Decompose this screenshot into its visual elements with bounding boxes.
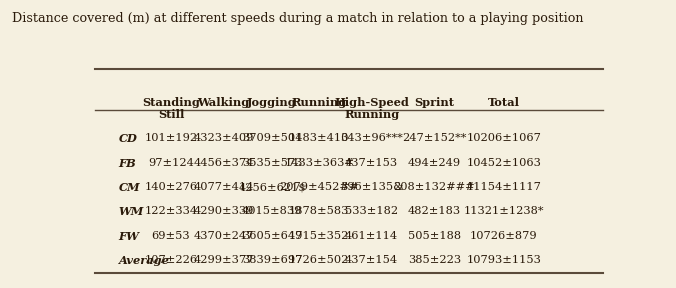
Text: 461±114: 461±114 <box>345 231 398 241</box>
Text: 3839±697: 3839±697 <box>242 255 302 265</box>
Text: 3605±649: 3605±649 <box>242 231 302 241</box>
Text: 11321±1238*: 11321±1238* <box>463 206 544 216</box>
Text: Total: Total <box>487 97 520 108</box>
Text: 4290±339: 4290±339 <box>193 206 254 216</box>
Text: Average: Average <box>118 255 170 266</box>
Text: 385±223: 385±223 <box>408 255 461 265</box>
Text: 10793±1153: 10793±1153 <box>466 255 541 265</box>
Text: FB: FB <box>118 158 137 169</box>
Text: 343±96***: 343±96*** <box>340 133 403 143</box>
Text: 4323±409: 4323±409 <box>193 133 254 143</box>
Text: 396±135&: 396±135& <box>340 182 404 192</box>
Text: Standing
Still: Standing Still <box>142 97 200 120</box>
Text: 3709±501: 3709±501 <box>242 133 302 143</box>
Text: 1726±502: 1726±502 <box>289 255 349 265</box>
Text: 4015±839: 4015±839 <box>242 206 302 216</box>
Text: 4456±374: 4456±374 <box>193 158 254 168</box>
Text: 482±183: 482±183 <box>408 206 461 216</box>
Text: 1878±583: 1878±583 <box>289 206 349 216</box>
Text: 533±182: 533±182 <box>345 206 398 216</box>
Text: 505±188: 505±188 <box>408 231 461 241</box>
Text: Walking: Walking <box>197 97 249 108</box>
Text: 1483±410: 1483±410 <box>289 133 349 143</box>
Text: 1715±352: 1715±352 <box>289 231 349 241</box>
Text: 101±192: 101±192 <box>145 133 197 143</box>
Text: 247±152**: 247±152** <box>402 133 466 143</box>
Text: 140±276: 140±276 <box>145 182 197 192</box>
Text: 437±153: 437±153 <box>345 158 398 168</box>
Text: FW: FW <box>118 231 139 242</box>
Text: 4077±414: 4077±414 <box>193 182 254 192</box>
Text: 122±334: 122±334 <box>145 206 197 216</box>
Text: 69±53: 69±53 <box>151 231 190 241</box>
Text: 97±124: 97±124 <box>148 158 194 168</box>
Text: CM: CM <box>118 182 140 193</box>
Text: Jogging: Jogging <box>247 97 297 108</box>
Text: 3535±573: 3535±573 <box>242 158 302 168</box>
Text: 437±154: 437±154 <box>345 255 398 265</box>
Text: 4256±621$: 4256±621$ <box>238 182 306 192</box>
Text: Sprint: Sprint <box>414 97 454 108</box>
Text: 11154±1117: 11154±1117 <box>466 182 541 192</box>
Text: Distance covered (m) at different speeds during a match in relation to a playing: Distance covered (m) at different speeds… <box>12 12 583 24</box>
Text: Running: Running <box>291 97 347 108</box>
Text: 2079±452##: 2079±452## <box>279 182 359 192</box>
Text: WM: WM <box>118 206 144 217</box>
Text: High-Speed
Running: High-Speed Running <box>334 97 409 120</box>
Text: 10726±879: 10726±879 <box>470 231 537 241</box>
Text: 4299±377: 4299±377 <box>193 255 254 265</box>
Text: 1433±363#: 1433±363# <box>285 158 354 168</box>
Text: 10452±1063: 10452±1063 <box>466 158 541 168</box>
Text: 10206±1067: 10206±1067 <box>466 133 541 143</box>
Text: 107±226: 107±226 <box>145 255 197 265</box>
Text: 208±132###: 208±132### <box>393 182 475 192</box>
Text: 494±249: 494±249 <box>408 158 461 168</box>
Text: CD: CD <box>118 133 137 144</box>
Text: 4370±247: 4370±247 <box>193 231 254 241</box>
